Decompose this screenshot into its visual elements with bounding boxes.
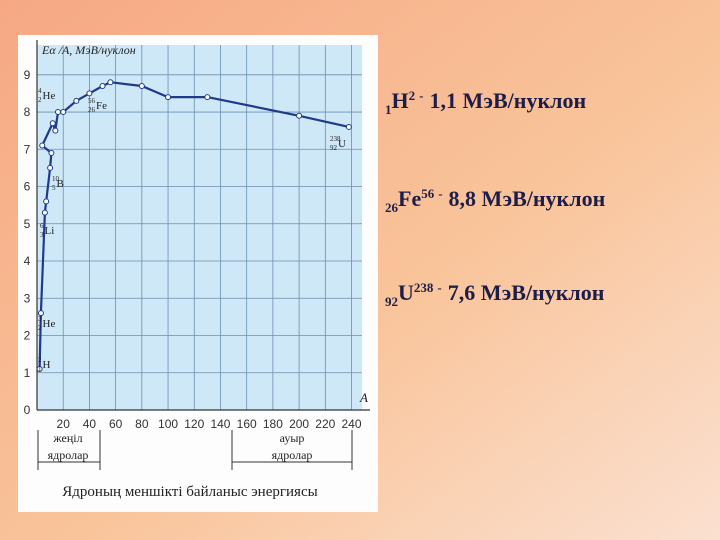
mass-number: 2 xyxy=(38,356,42,364)
symbol: Fe xyxy=(96,100,107,112)
y-tick-label: 1 xyxy=(24,366,31,380)
dash: - xyxy=(438,186,442,201)
charge-number: 92 xyxy=(385,294,398,309)
nuclide-label: 6 3Li xyxy=(40,222,54,239)
y-tick-label: 6 xyxy=(24,180,31,194)
x-tick-label: 240 xyxy=(342,417,362,431)
data-point xyxy=(204,94,211,101)
energy: 8,8 МэВ/нуклон xyxy=(449,186,606,211)
charge-number: 2 xyxy=(38,324,42,332)
x-tick-label: 220 xyxy=(315,417,335,431)
charge-number: 92 xyxy=(330,144,338,152)
data-point xyxy=(107,79,114,86)
nuclide-label: 10 5B xyxy=(52,175,64,192)
symbol: Li xyxy=(45,225,55,237)
y-tick-label: 0 xyxy=(24,403,31,417)
data-point xyxy=(86,90,93,97)
symbol: He xyxy=(43,318,56,330)
energy: 7,6 МэВ/нуклон xyxy=(448,280,605,305)
data-point xyxy=(60,109,67,116)
plot-area xyxy=(37,45,362,410)
mass-number: 2 xyxy=(409,88,416,103)
x-axis-label: A xyxy=(359,390,368,405)
data-point xyxy=(54,109,61,116)
symbol: Fe xyxy=(398,186,421,211)
data-point xyxy=(37,310,44,317)
x-tick-label: 200 xyxy=(289,417,309,431)
y-tick-label: 8 xyxy=(24,105,31,119)
nuclide-label: 56 26Fe xyxy=(88,97,107,114)
data-point xyxy=(296,112,303,119)
symbol: H xyxy=(43,359,51,371)
y-axis-label: Eα /A, МэВ/нуклон xyxy=(41,43,136,57)
nuclide-label: 2 1H xyxy=(38,356,51,373)
charge-number: 5 xyxy=(52,184,56,192)
data-point xyxy=(345,123,352,130)
data-point xyxy=(43,198,50,205)
symbol: B xyxy=(57,178,64,190)
symbol: U xyxy=(338,138,346,150)
data-point xyxy=(73,97,80,104)
x-tick-label: 120 xyxy=(184,417,204,431)
nuclide-label: 238 92U xyxy=(330,135,346,152)
x-tick-label: 100 xyxy=(158,417,178,431)
charge-number: 1 xyxy=(38,365,42,373)
charge-number: 26 xyxy=(88,106,96,114)
x-tick-label: 60 xyxy=(109,417,123,431)
data-point xyxy=(52,127,59,134)
symbol: H xyxy=(392,88,409,113)
dash: - xyxy=(437,280,441,295)
x-tick-label: 160 xyxy=(237,417,257,431)
dash: - xyxy=(419,88,423,103)
y-tick-label: 4 xyxy=(24,254,31,268)
data-point xyxy=(49,120,56,127)
y-tick-label: 3 xyxy=(24,291,31,305)
mass-number: 4 xyxy=(38,87,42,95)
group-label: ядролар xyxy=(48,448,89,462)
y-tick-label: 2 xyxy=(24,329,31,343)
mass-number: 3 xyxy=(38,315,42,323)
charge-number: 1 xyxy=(385,102,392,117)
group-label: ауыр xyxy=(280,431,305,445)
data-point xyxy=(36,366,43,373)
group-label: жеңіл xyxy=(52,431,82,445)
caption: Ядроның меншікті байланыс энергиясы xyxy=(62,484,317,500)
y-tick-label: 7 xyxy=(24,142,31,156)
y-tick-label: 9 xyxy=(24,68,31,82)
data-point xyxy=(39,142,46,149)
binding-energy-line: 26Fe56-8,8 МэВ/нуклон xyxy=(385,186,606,215)
group-label: ядролар xyxy=(272,448,313,462)
x-tick-label: 20 xyxy=(57,417,71,431)
binding-energy-line: 1H2-1,1 МэВ/нуклон xyxy=(385,88,586,117)
nuclide-label: 3 2He xyxy=(38,315,55,332)
symbol: He xyxy=(43,90,56,102)
charge-number: 3 xyxy=(40,231,44,239)
binding-energy-line: 92U238-7,6 МэВ/нуклон xyxy=(385,280,605,309)
mass-number: 238 xyxy=(330,135,341,143)
data-point xyxy=(138,82,145,89)
x-tick-label: 140 xyxy=(210,417,230,431)
x-tick-label: 80 xyxy=(135,417,149,431)
data-point xyxy=(165,94,172,101)
data-point xyxy=(41,209,48,216)
charge-number: 26 xyxy=(385,200,399,215)
symbol: U xyxy=(398,280,414,305)
x-tick-label: 40 xyxy=(83,417,97,431)
y-tick-label: 5 xyxy=(24,217,31,231)
nuclide-label: 4 2He xyxy=(38,87,55,104)
mass-number: 56 xyxy=(88,97,96,105)
mass-number: 56 xyxy=(421,186,435,201)
data-point xyxy=(48,150,55,157)
data-point xyxy=(99,82,106,89)
mass-number: 6 xyxy=(40,222,44,230)
mass-number: 10 xyxy=(52,175,60,183)
x-tick-label: 180 xyxy=(263,417,283,431)
data-point xyxy=(47,164,54,171)
energy: 1,1 МэВ/нуклон xyxy=(429,88,586,113)
charge-number: 2 xyxy=(38,96,42,104)
mass-number: 238 xyxy=(414,280,434,295)
